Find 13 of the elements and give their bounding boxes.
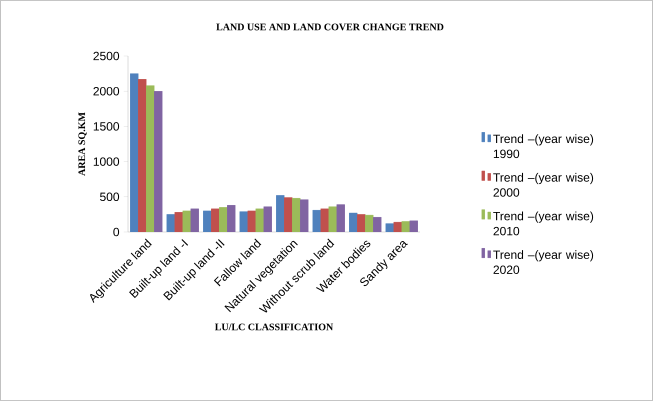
y-tick-label: 2000 xyxy=(93,86,120,96)
legend-label: Trend –(year wise) 2020 xyxy=(493,250,594,274)
y-tick-label: 1500 xyxy=(94,122,120,131)
y-tick-label: 0 xyxy=(113,228,120,236)
legend-label: Trend –(year wise) 2010 xyxy=(493,212,594,236)
y-tick-label: 500 xyxy=(100,192,120,202)
chart-title: LAND USE AND LAND COVER CHANGE TREND xyxy=(216,24,444,30)
legend-label: Trend –(year wise) 2000 xyxy=(493,172,594,197)
y-axis-title: AREA SQ.KM xyxy=(78,112,87,176)
legend-label: Trend –(year wise) 1990 xyxy=(493,134,594,158)
y-tick-label: 2500 xyxy=(93,52,120,60)
x-axis-title: LU/LC CLASSIFICATION xyxy=(214,324,334,330)
y-tick-label: 1000 xyxy=(94,157,120,166)
